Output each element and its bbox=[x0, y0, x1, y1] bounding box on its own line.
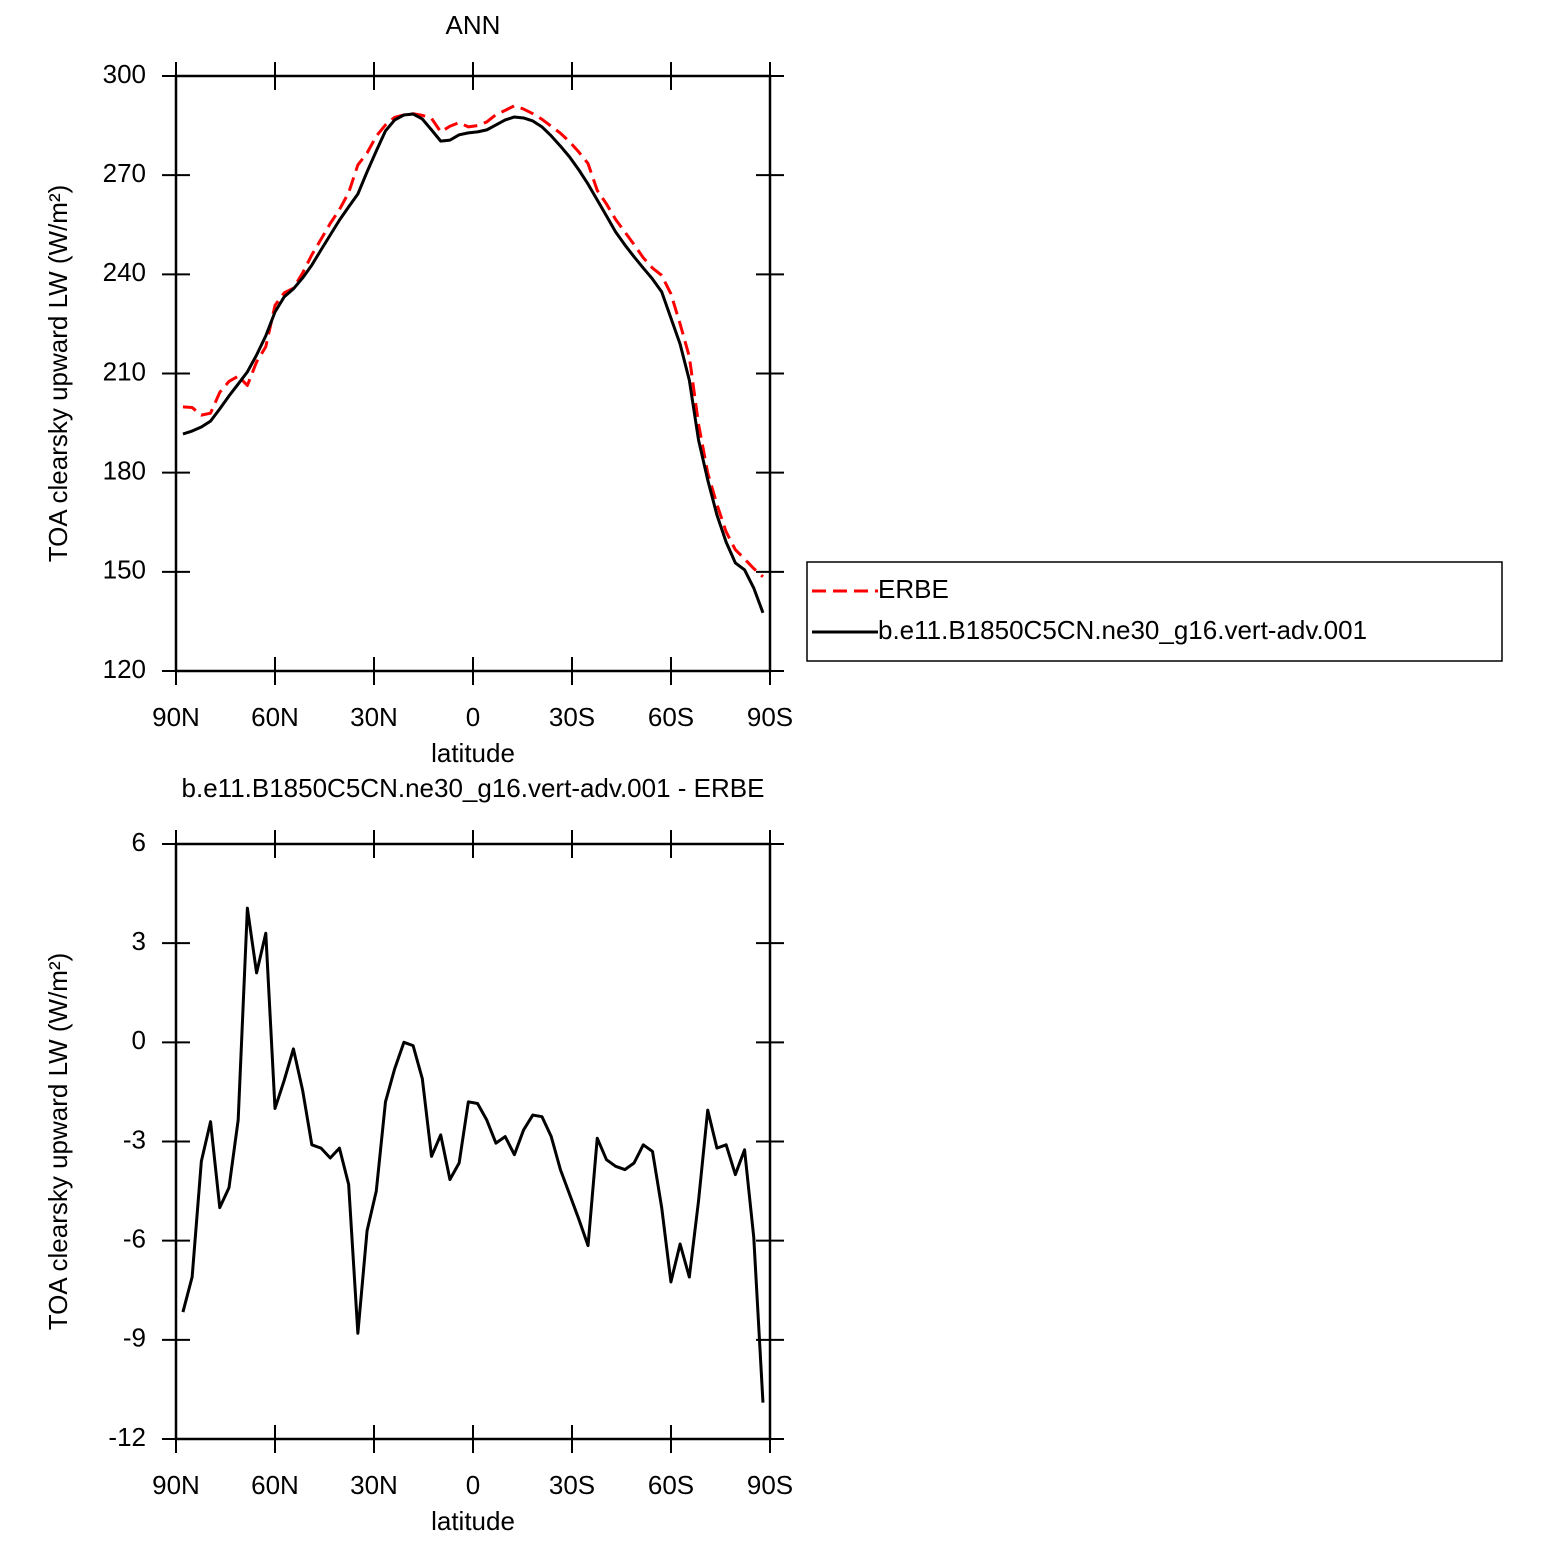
x-tick-label: 90N bbox=[152, 1470, 200, 1500]
y-tick-label: -3 bbox=[123, 1124, 146, 1154]
x-tick-label: 0 bbox=[466, 702, 480, 732]
x-tick-label: 30S bbox=[549, 1470, 595, 1500]
x-tick-label: 60S bbox=[648, 702, 694, 732]
x-tick-label: 60S bbox=[648, 1470, 694, 1500]
x-tick-label: 0 bbox=[466, 1470, 480, 1500]
y-tick-label: 120 bbox=[103, 654, 146, 684]
y-tick-label: 270 bbox=[103, 158, 146, 188]
chart-title: b.e11.B1850C5CN.ne30_g16.vert-adv.001 - … bbox=[182, 773, 765, 803]
y-tick-label: -6 bbox=[123, 1224, 146, 1254]
legend-box bbox=[806, 561, 1503, 662]
y-tick-label: 0 bbox=[132, 1025, 146, 1055]
data-line bbox=[181, 906, 765, 1403]
y-tick-label: 300 bbox=[103, 59, 146, 89]
y-axis-label: TOA clearsky upward LW (W/m²) bbox=[43, 185, 73, 563]
y-tick-label: 150 bbox=[103, 555, 146, 585]
x-tick-label: 30N bbox=[350, 1470, 398, 1500]
data-line bbox=[182, 104, 764, 578]
x-tick-label: 30S bbox=[549, 702, 595, 732]
data-line bbox=[182, 112, 765, 614]
y-tick-label: 6 bbox=[132, 827, 146, 857]
y-tick-label: 240 bbox=[103, 257, 146, 287]
y-axis-label: TOA clearsky upward LW (W/m²) bbox=[43, 953, 73, 1331]
legend-label: ERBE bbox=[878, 574, 949, 604]
x-tick-label: 90S bbox=[747, 1470, 793, 1500]
plot-frame bbox=[174, 842, 772, 1441]
x-tick-label: 90N bbox=[152, 702, 200, 732]
x-axis-label: latitude bbox=[431, 1506, 515, 1536]
y-tick-label: 180 bbox=[103, 456, 146, 486]
x-tick-label: 60N bbox=[251, 1470, 299, 1500]
x-axis-label: latitude bbox=[431, 738, 515, 768]
x-tick-label: 60N bbox=[251, 702, 299, 732]
y-tick-label: 3 bbox=[132, 926, 146, 956]
y-tick-label: -9 bbox=[123, 1323, 146, 1353]
chart-title: ANN bbox=[446, 10, 501, 40]
plot-frame bbox=[174, 74, 772, 673]
x-tick-label: 30N bbox=[350, 702, 398, 732]
x-tick-label: 90S bbox=[747, 702, 793, 732]
y-tick-label: 210 bbox=[103, 356, 146, 386]
legend-label: b.e11.B1850C5CN.ne30_g16.vert-adv.001 bbox=[878, 615, 1367, 645]
y-tick-label: -12 bbox=[108, 1422, 146, 1452]
